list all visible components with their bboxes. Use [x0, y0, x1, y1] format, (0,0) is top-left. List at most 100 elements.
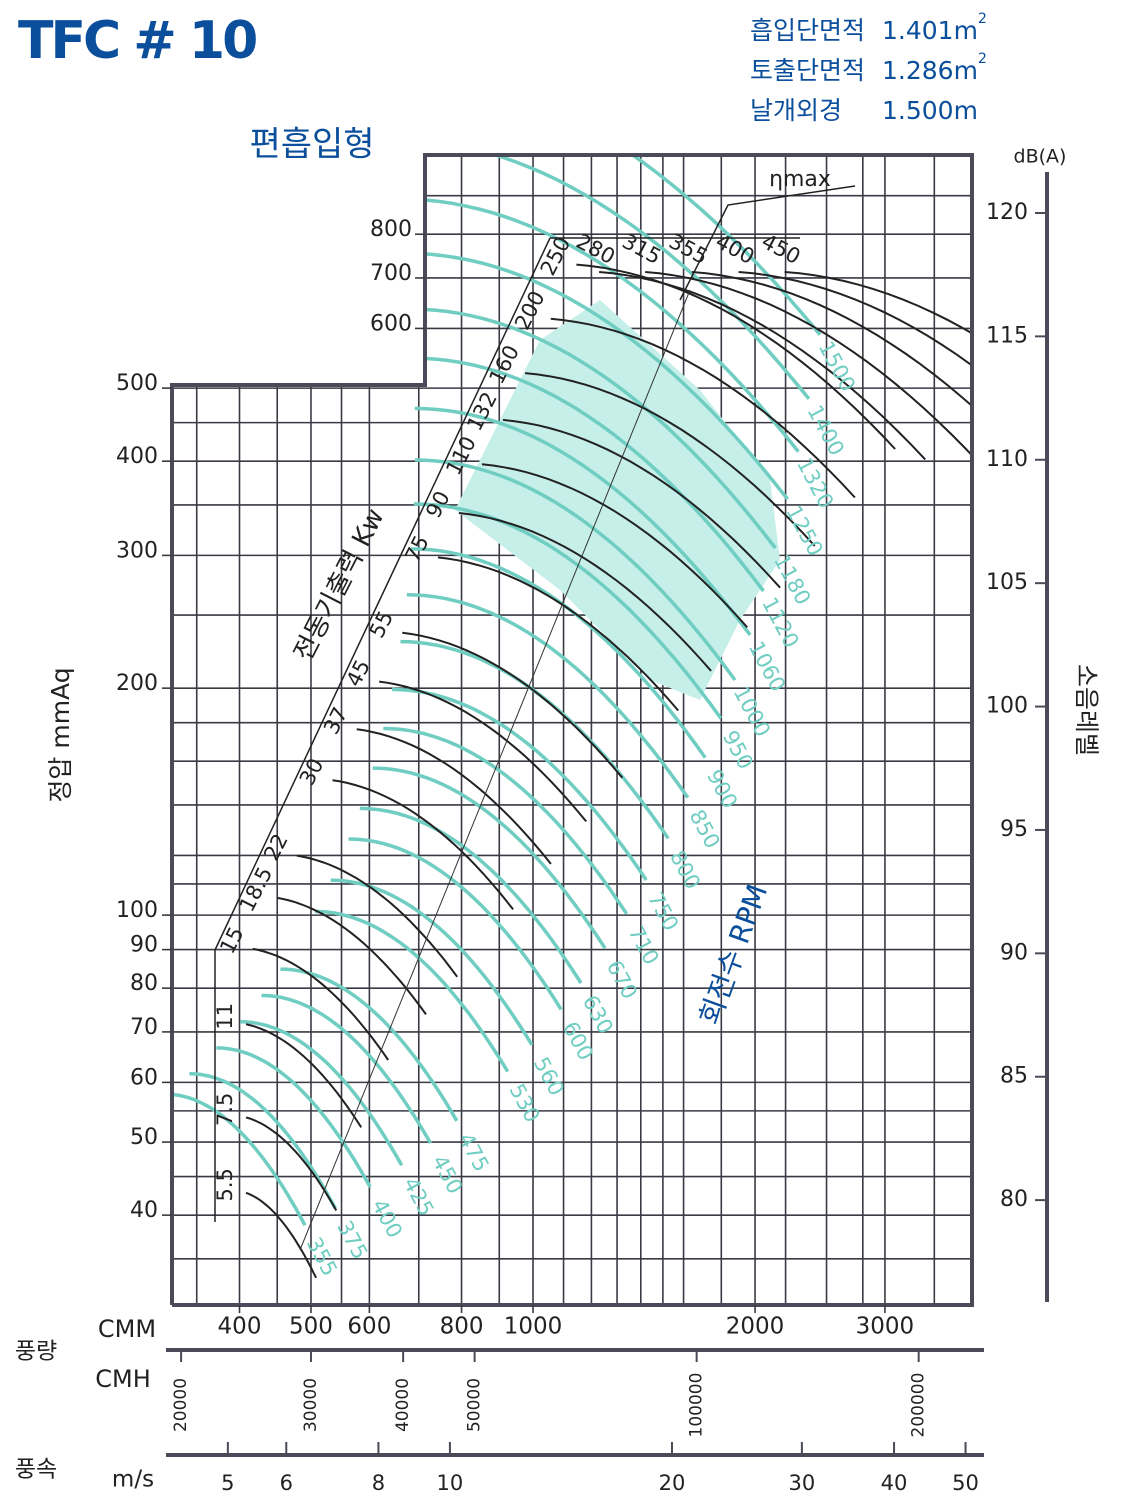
y-tick-label: 200 [116, 671, 158, 696]
velocity-unit: m/s [112, 1467, 154, 1493]
rpm-curve [172, 1092, 307, 1227]
velocity-tick-label: 10 [437, 1471, 464, 1495]
rpm-label: 375 [332, 1217, 372, 1264]
x-tick-label: 800 [440, 1314, 484, 1340]
x-tick-label: 500 [289, 1314, 333, 1340]
cmh-title: CMH [95, 1365, 151, 1393]
y-tick-label: 50 [130, 1125, 158, 1150]
rpm-curve [372, 766, 607, 950]
spec-value: 1.401m2 [882, 11, 987, 45]
y-tick-label: 700 [370, 261, 412, 286]
cmh-tick-label: 20000 [171, 1378, 191, 1432]
velocity-tick-label: 50 [952, 1471, 979, 1495]
kw-label: 75 [400, 532, 434, 567]
rpm-curve [406, 592, 690, 799]
y-tick-label: 500 [116, 371, 158, 396]
kw-curve [784, 271, 972, 473]
kw-curve [379, 680, 587, 823]
kw-label: 450 [758, 229, 805, 269]
rpm-curve [405, 251, 789, 501]
kw-curve [252, 947, 390, 1061]
kw-curve [245, 1023, 363, 1128]
kw-label: 37 [319, 703, 353, 738]
velocity-tick-label: 5 [221, 1471, 234, 1495]
cmh-tick-label: 50000 [465, 1378, 485, 1432]
y-tick-label: 80 [130, 971, 158, 996]
rpm-curve [348, 837, 563, 1011]
kw-curve [576, 263, 896, 450]
y2-unit: dB(A) [1014, 146, 1067, 168]
kw-curve [245, 1116, 338, 1211]
y2-tick-label: 85 [1000, 1064, 1028, 1089]
velocity-tick-label: 8 [372, 1471, 385, 1495]
kw-curve [645, 271, 972, 464]
velocity-tick-label: 30 [789, 1471, 816, 1495]
rpm-curve [391, 687, 648, 881]
rpm-label: 850 [685, 806, 725, 853]
x-tick-label: 400 [218, 1314, 262, 1340]
rpm-label: 710 [624, 922, 664, 969]
kw-label: 22 [259, 830, 293, 865]
kw-label: 250 [536, 233, 576, 280]
y-tick-label: 60 [130, 1065, 158, 1090]
spec-number: 1.500m [882, 96, 978, 125]
kw-label: 280 [572, 229, 619, 269]
velocity-tick-label: 6 [280, 1471, 293, 1495]
rpm-label: 1500 [814, 337, 860, 395]
x-tick-label: 600 [347, 1314, 391, 1340]
kw-curve [458, 512, 712, 672]
rpm-curve [359, 806, 583, 984]
cmh-tick-label: 30000 [301, 1378, 321, 1432]
spec-sup: 2 [978, 51, 987, 67]
kw-label: 7.5 [213, 1093, 237, 1126]
kw-curve [245, 1191, 317, 1279]
kw-label: 355 [665, 229, 712, 269]
rpm-curve [189, 1071, 337, 1210]
rpm-label: 355 [302, 1233, 342, 1280]
spec-sup: 2 [978, 11, 987, 27]
y-axis-title: 정압 mmAq [46, 667, 75, 802]
kw-label: 30 [295, 754, 329, 789]
spec-number: 1.401m [882, 16, 978, 45]
rpm-curve [216, 1046, 372, 1188]
eta-max-line [679, 185, 856, 301]
y2-tick-label: 105 [986, 570, 1028, 595]
kw-label: 315 [618, 229, 665, 269]
kw-label: 160 [484, 341, 524, 388]
kw-curve [481, 463, 748, 628]
kw-curve [599, 271, 926, 461]
rpm-label: 425 [399, 1173, 439, 1220]
y2-tick-label: 80 [1000, 1187, 1028, 1212]
kw-guide [214, 237, 551, 951]
rpm-title: 회전수 RPM [693, 880, 774, 1029]
y-tick-label: 90 [130, 933, 158, 958]
rpm-curve [410, 307, 777, 550]
velocity-group-label: 풍속 [15, 1457, 57, 1483]
x-tick-label: 2000 [726, 1314, 785, 1340]
kw-curve [502, 418, 781, 589]
cmh-tick-label: 200000 [909, 1373, 929, 1438]
kw-label: 5.5 [213, 1168, 237, 1201]
y-tick-label: 400 [116, 444, 158, 469]
kw-curve [550, 317, 856, 499]
x-tick-label: 3000 [856, 1314, 915, 1340]
spec-value: 1.286m2 [882, 51, 987, 85]
rpm-curve [261, 993, 433, 1144]
kw-label: 200 [510, 287, 550, 334]
kw-curve [738, 271, 972, 470]
rpm-curve [414, 406, 752, 636]
y2-tick-label: 110 [986, 447, 1028, 472]
rpm-label: 400 [367, 1195, 407, 1242]
y2-tick-label: 115 [986, 323, 1028, 348]
kw-label: 15 [215, 923, 249, 958]
y2-tick-label: 90 [1000, 940, 1028, 965]
rpm-label: 800 [665, 847, 705, 894]
cmh-tick-label: 40000 [393, 1378, 413, 1432]
kw-curve [332, 779, 514, 911]
flow-label: 풍량 [15, 1339, 57, 1365]
x-axis-title: CMM [98, 1315, 156, 1343]
y-tick-label: 70 [130, 1015, 158, 1040]
rpm-curve [414, 458, 737, 682]
eta-label: ηmax [769, 167, 831, 192]
